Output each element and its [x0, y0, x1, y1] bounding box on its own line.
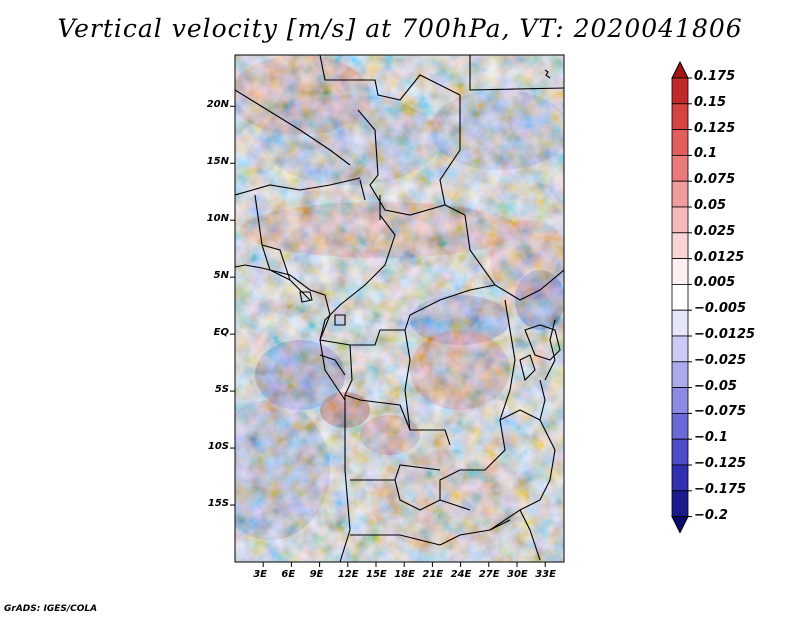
- latitude-label: 5S: [214, 384, 229, 396]
- colorbar-label: −0.2: [694, 507, 728, 523]
- colorbar-segment: [671, 387, 689, 414]
- colorbar-segment: [671, 232, 689, 260]
- longitude-label: 30E: [507, 569, 528, 580]
- latitude-label: EQ: [213, 327, 229, 339]
- colorbar-segment: [671, 464, 689, 492]
- colorbar-segment: [671, 335, 689, 363]
- longitude-label: 9E: [309, 569, 324, 580]
- colorbar-segment: [671, 206, 689, 234]
- longitude-label: 6E: [281, 569, 296, 580]
- colorbar-segment: [671, 438, 689, 466]
- latitude-label: 10N: [206, 213, 229, 225]
- latitude-label: 10S: [207, 441, 229, 453]
- colorbar-label: 0.1: [694, 146, 718, 162]
- colorbar-segment: [671, 77, 689, 105]
- colorbar-label: 0.15: [694, 94, 727, 110]
- longitude-label: 3E: [253, 569, 267, 580]
- colorbar-segment: [671, 129, 689, 156]
- colorbar-label: −0.125: [694, 456, 747, 471]
- latitude-label: 20N: [206, 99, 229, 111]
- grads-credit: GrADS: IGES/COLA: [4, 604, 98, 614]
- vertical-velocity-field: [235, 55, 564, 562]
- map-title: Vertical velocity [m/s] at 700hPa, VT: 2…: [57, 14, 743, 43]
- colorbar-label: 0.075: [694, 172, 736, 188]
- longitude-label: 24E: [450, 569, 472, 580]
- latitude-label: 15S: [207, 498, 229, 510]
- colorbar-label: −0.175: [694, 481, 747, 497]
- colorbar-segment: [671, 361, 689, 388]
- colorbar-label: −0.025: [694, 352, 747, 368]
- longitude-label: 15E: [366, 569, 387, 580]
- colorbar-label: −0.005: [694, 301, 747, 317]
- latitude-ticks: [230, 105, 235, 506]
- colorbar-segment: [671, 412, 689, 440]
- colorbar-label: −0.0125: [694, 327, 756, 342]
- colorbar-segment: [671, 490, 689, 517]
- colorbar-segment: [671, 154, 689, 182]
- colorbar: [671, 60, 692, 534]
- longitude-label: 12E: [337, 569, 359, 580]
- colorbar-segment: [671, 258, 689, 285]
- country-borders: [235, 55, 564, 562]
- colorbar-label: 0.025: [694, 223, 736, 239]
- longitude-label: 27E: [478, 569, 500, 580]
- colorbar-bottom-arrow: [671, 516, 689, 534]
- plot-frame: [234, 54, 565, 563]
- longitude-label: 21E: [422, 569, 444, 580]
- colorbar-segment: [671, 309, 689, 337]
- colorbar-label: 0.125: [694, 120, 736, 136]
- longitude-label: 33E: [535, 569, 556, 580]
- longitude-label: 18E: [394, 569, 415, 580]
- colorbar-label: −0.05: [694, 378, 737, 394]
- colorbar-segment: [671, 180, 689, 208]
- colorbar-segment: [671, 283, 689, 311]
- colorbar-label: −0.075: [694, 404, 747, 420]
- longitude-ticks: [262, 562, 546, 567]
- colorbar-top-arrow: [671, 60, 689, 79]
- colorbar-label: 0.005: [694, 275, 736, 291]
- colorbar-label: 0.0125: [694, 249, 745, 265]
- colorbar-label: 0.05: [694, 198, 727, 213]
- latitude-label: 5N: [213, 270, 229, 282]
- latitude-label: 15N: [206, 156, 229, 168]
- colorbar-label: −0.1: [694, 430, 728, 446]
- colorbar-segment: [671, 103, 689, 131]
- colorbar-label: 0.175: [694, 69, 736, 84]
